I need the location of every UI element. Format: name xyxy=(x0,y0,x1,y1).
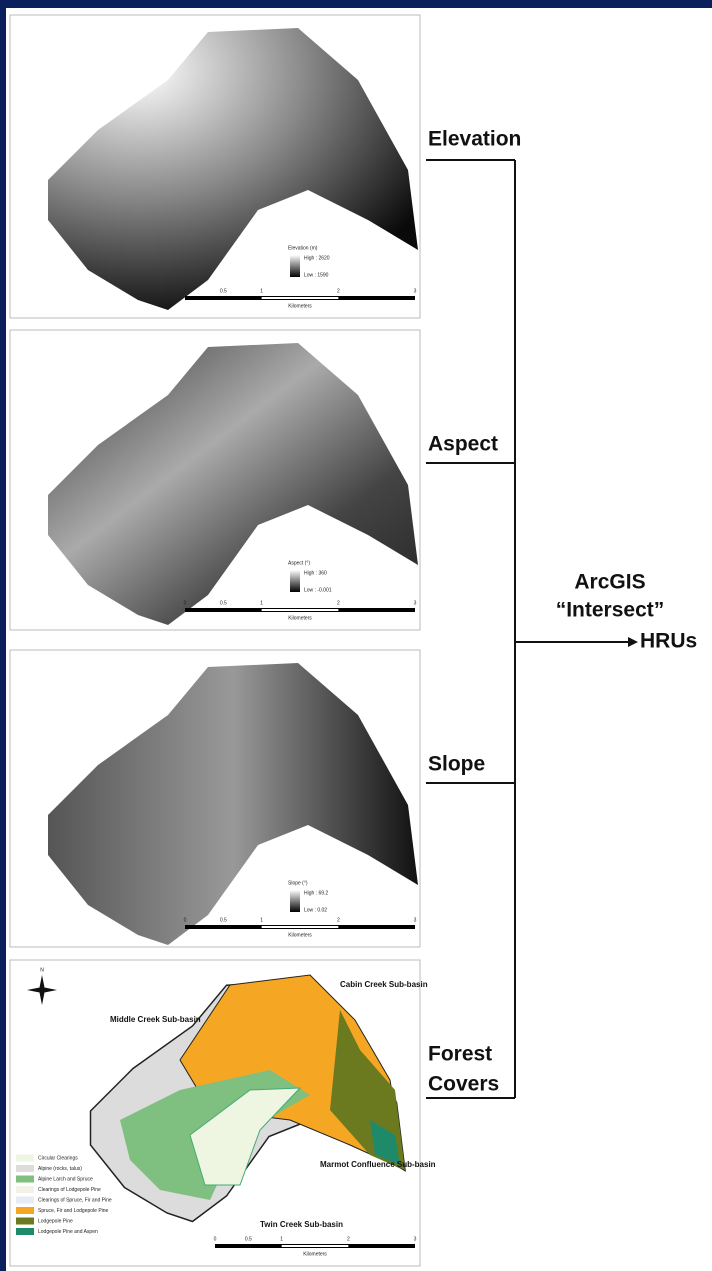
scale-bar-gap xyxy=(262,609,339,611)
left-band xyxy=(0,0,6,1271)
legend-high: High : 2620 xyxy=(304,255,330,261)
scale-tick: 0.5 xyxy=(245,1236,252,1242)
scale-tick: 3 xyxy=(414,917,417,923)
legend-swatch xyxy=(16,1228,34,1235)
legend-title: Aspect (°) xyxy=(288,560,310,566)
scale-tick: 2 xyxy=(347,1236,350,1242)
legend-swatch xyxy=(16,1165,34,1172)
scale-tick: 0 xyxy=(184,288,187,294)
legend-ramp xyxy=(290,255,300,277)
scale-tick: 0 xyxy=(184,600,187,606)
legend-item: Spruce, Fir and Lodgepole Pine xyxy=(38,1208,109,1214)
north-label: N xyxy=(40,967,44,973)
subbasin-label: Twin Creek Sub-basin xyxy=(260,1220,343,1229)
legend-title: Elevation (m) xyxy=(288,245,318,251)
legend-low: Low : 1590 xyxy=(304,272,329,278)
scale-unit: Kilometers xyxy=(288,303,312,309)
scale-bar-gap xyxy=(262,297,339,299)
scale-tick: 3 xyxy=(414,288,417,294)
legend-swatch xyxy=(16,1207,34,1214)
scale-bar-gap xyxy=(282,1245,349,1247)
output-label: HRUs xyxy=(640,630,697,653)
scale-tick: 0 xyxy=(214,1236,217,1242)
scale-tick: 1 xyxy=(260,288,263,294)
legend-low: Low : -0.001 xyxy=(304,587,332,593)
scale-tick: 1 xyxy=(260,600,263,606)
scale-tick: 0.5 xyxy=(220,288,227,294)
scale-unit: Kilometers xyxy=(288,615,312,621)
legend-ramp xyxy=(290,570,300,592)
scale-tick: 3 xyxy=(414,600,417,606)
layer-label: Elevation xyxy=(428,128,521,151)
scale-unit: Kilometers xyxy=(303,1251,327,1257)
scale-tick: 0.5 xyxy=(220,917,227,923)
scale-tick: 0 xyxy=(184,917,187,923)
top-band xyxy=(0,0,712,8)
scale-tick: 1 xyxy=(280,1236,283,1242)
scale-tick: 0.5 xyxy=(220,600,227,606)
layer-label: Slope xyxy=(428,753,485,776)
subbasin-label: Marmot Confluence Sub-basin xyxy=(320,1160,436,1169)
scale-tick: 2 xyxy=(337,288,340,294)
arrow-head xyxy=(628,637,638,647)
scale-bar-gap xyxy=(262,926,339,928)
legend-high: High : 360 xyxy=(304,570,327,576)
subbasin-label: Cabin Creek Sub-basin xyxy=(340,980,428,989)
legend-title: Slope (°) xyxy=(288,880,308,886)
operation-name: “Intersect” xyxy=(556,599,665,622)
diagram: ArcGIS “Intersect” HRUs Elevation Elevati… xyxy=(0,0,712,1271)
legend-swatch xyxy=(16,1176,34,1183)
legend-swatch xyxy=(16,1218,34,1225)
scale-tick: 2 xyxy=(337,600,340,606)
legend-swatch xyxy=(16,1197,34,1204)
legend-item: Circular Clearings xyxy=(38,1155,78,1161)
scale-unit: Kilometers xyxy=(288,932,312,938)
operation-tool: ArcGIS xyxy=(574,571,645,594)
legend-item: Alpine (rocks, talus) xyxy=(38,1166,82,1172)
legend-item: Clearings of Lodgepole Pine xyxy=(38,1187,101,1193)
layer-label: Aspect xyxy=(428,433,498,456)
layer-label: Covers xyxy=(428,1073,499,1096)
legend-item: Lodgepole Pine xyxy=(38,1218,73,1224)
layer-label: Forest xyxy=(428,1043,492,1066)
legend-swatch xyxy=(16,1155,34,1162)
legend-item: Alpine Larch and Spruce xyxy=(38,1176,93,1182)
legend-swatch xyxy=(16,1186,34,1193)
legend-high: High : 69.2 xyxy=(304,890,328,896)
legend-item: Lodgepole Pine and Aspen xyxy=(38,1229,98,1235)
legend-item: Clearings of Spruce, Fir and Pine xyxy=(38,1197,112,1203)
legend-low: Low : 0.02 xyxy=(304,907,327,913)
scale-tick: 3 xyxy=(414,1236,417,1242)
scale-tick: 2 xyxy=(337,917,340,923)
scale-tick: 1 xyxy=(260,917,263,923)
legend-ramp xyxy=(290,890,300,912)
subbasin-label: Middle Creek Sub-basin xyxy=(110,1015,201,1024)
